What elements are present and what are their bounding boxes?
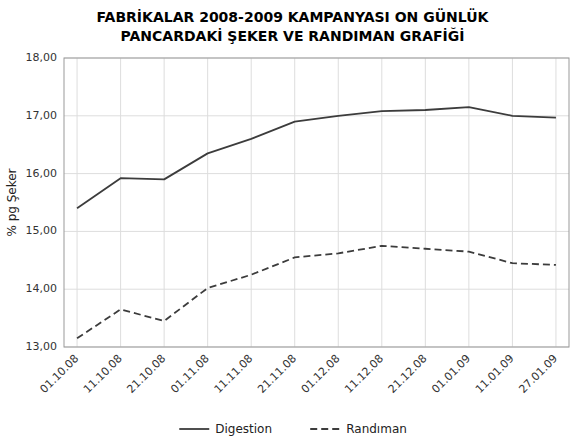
y-tick-label: 14,00 [26,282,58,295]
y-tick-label: 17,00 [26,109,58,122]
legend-swatch [310,428,340,430]
grid-line-x [381,58,382,347]
grid-line-x [468,58,469,347]
grid-line-x [164,58,165,347]
y-tick-label: 16,00 [26,167,58,180]
title: FABRİKALAR 2008-2009 KAMPANYASI ON GÜNLÜ… [97,8,490,44]
x-tick-label: 21.10.08 [125,352,169,396]
x-tick-label: 11.12.08 [342,352,386,396]
title-line: PANCARDAKİ ŞEKER VE RANDIMAN GRAFİĞİ [121,27,465,44]
x-tick-label: 27.01.09 [516,352,560,396]
grid-line-x [207,58,208,347]
grid [64,58,569,347]
plot-frame [64,58,569,347]
grid-line-x [120,58,121,347]
grid-line-y [64,115,569,116]
lines [77,107,556,338]
grid-line-x [251,58,252,347]
legend-swatch [179,428,209,430]
background [0,0,585,447]
x-tick-label: 11.10.08 [81,352,125,396]
x-tick-label: 21.12.08 [386,352,430,396]
grid-line-x [77,58,78,347]
grid-line-y [64,289,569,290]
x-tick-label: 01.01.09 [429,352,473,396]
y-ticks: 13,00 14,00 15,00 16,00 17,00 18,00 [26,51,58,353]
x-ticks: 01.10.0811.10.0821.10.0801.11.0811.11.08… [37,352,560,396]
y-tick-label: 13,00 [26,340,58,353]
legend-label: Randıman [346,422,407,436]
series-line [77,246,556,338]
grid-line-x [294,58,295,347]
x-tick-label: 21.11.08 [255,352,299,396]
legend-label: Digestion [215,422,272,436]
y-axis-label: % pg Şeker [5,168,19,236]
grid-line-x [512,58,513,347]
legend: Digestion Randıman [179,422,407,436]
series-line [77,107,556,208]
chart: FABRİKALAR 2008-2009 KAMPANYASI ON GÜNLÜ… [0,0,585,447]
x-tick-label: 01.12.08 [299,352,343,396]
grid-line-x [425,58,426,347]
y-tick-label: 18,00 [26,51,58,64]
grid-line-x [555,58,556,347]
y-tick-label: 15,00 [26,224,58,237]
x-tick-label: 01.10.08 [37,352,81,396]
grid-line-y [64,173,569,174]
x-tick-label: 11.11.08 [212,352,256,396]
grid-line-x [338,58,339,347]
grid-line-y [64,231,569,232]
x-tick-label: 01.11.08 [168,352,212,396]
x-tick-label: 11.01.09 [473,352,517,396]
title-line: FABRİKALAR 2008-2009 KAMPANYASI ON GÜNLÜ… [97,8,490,25]
